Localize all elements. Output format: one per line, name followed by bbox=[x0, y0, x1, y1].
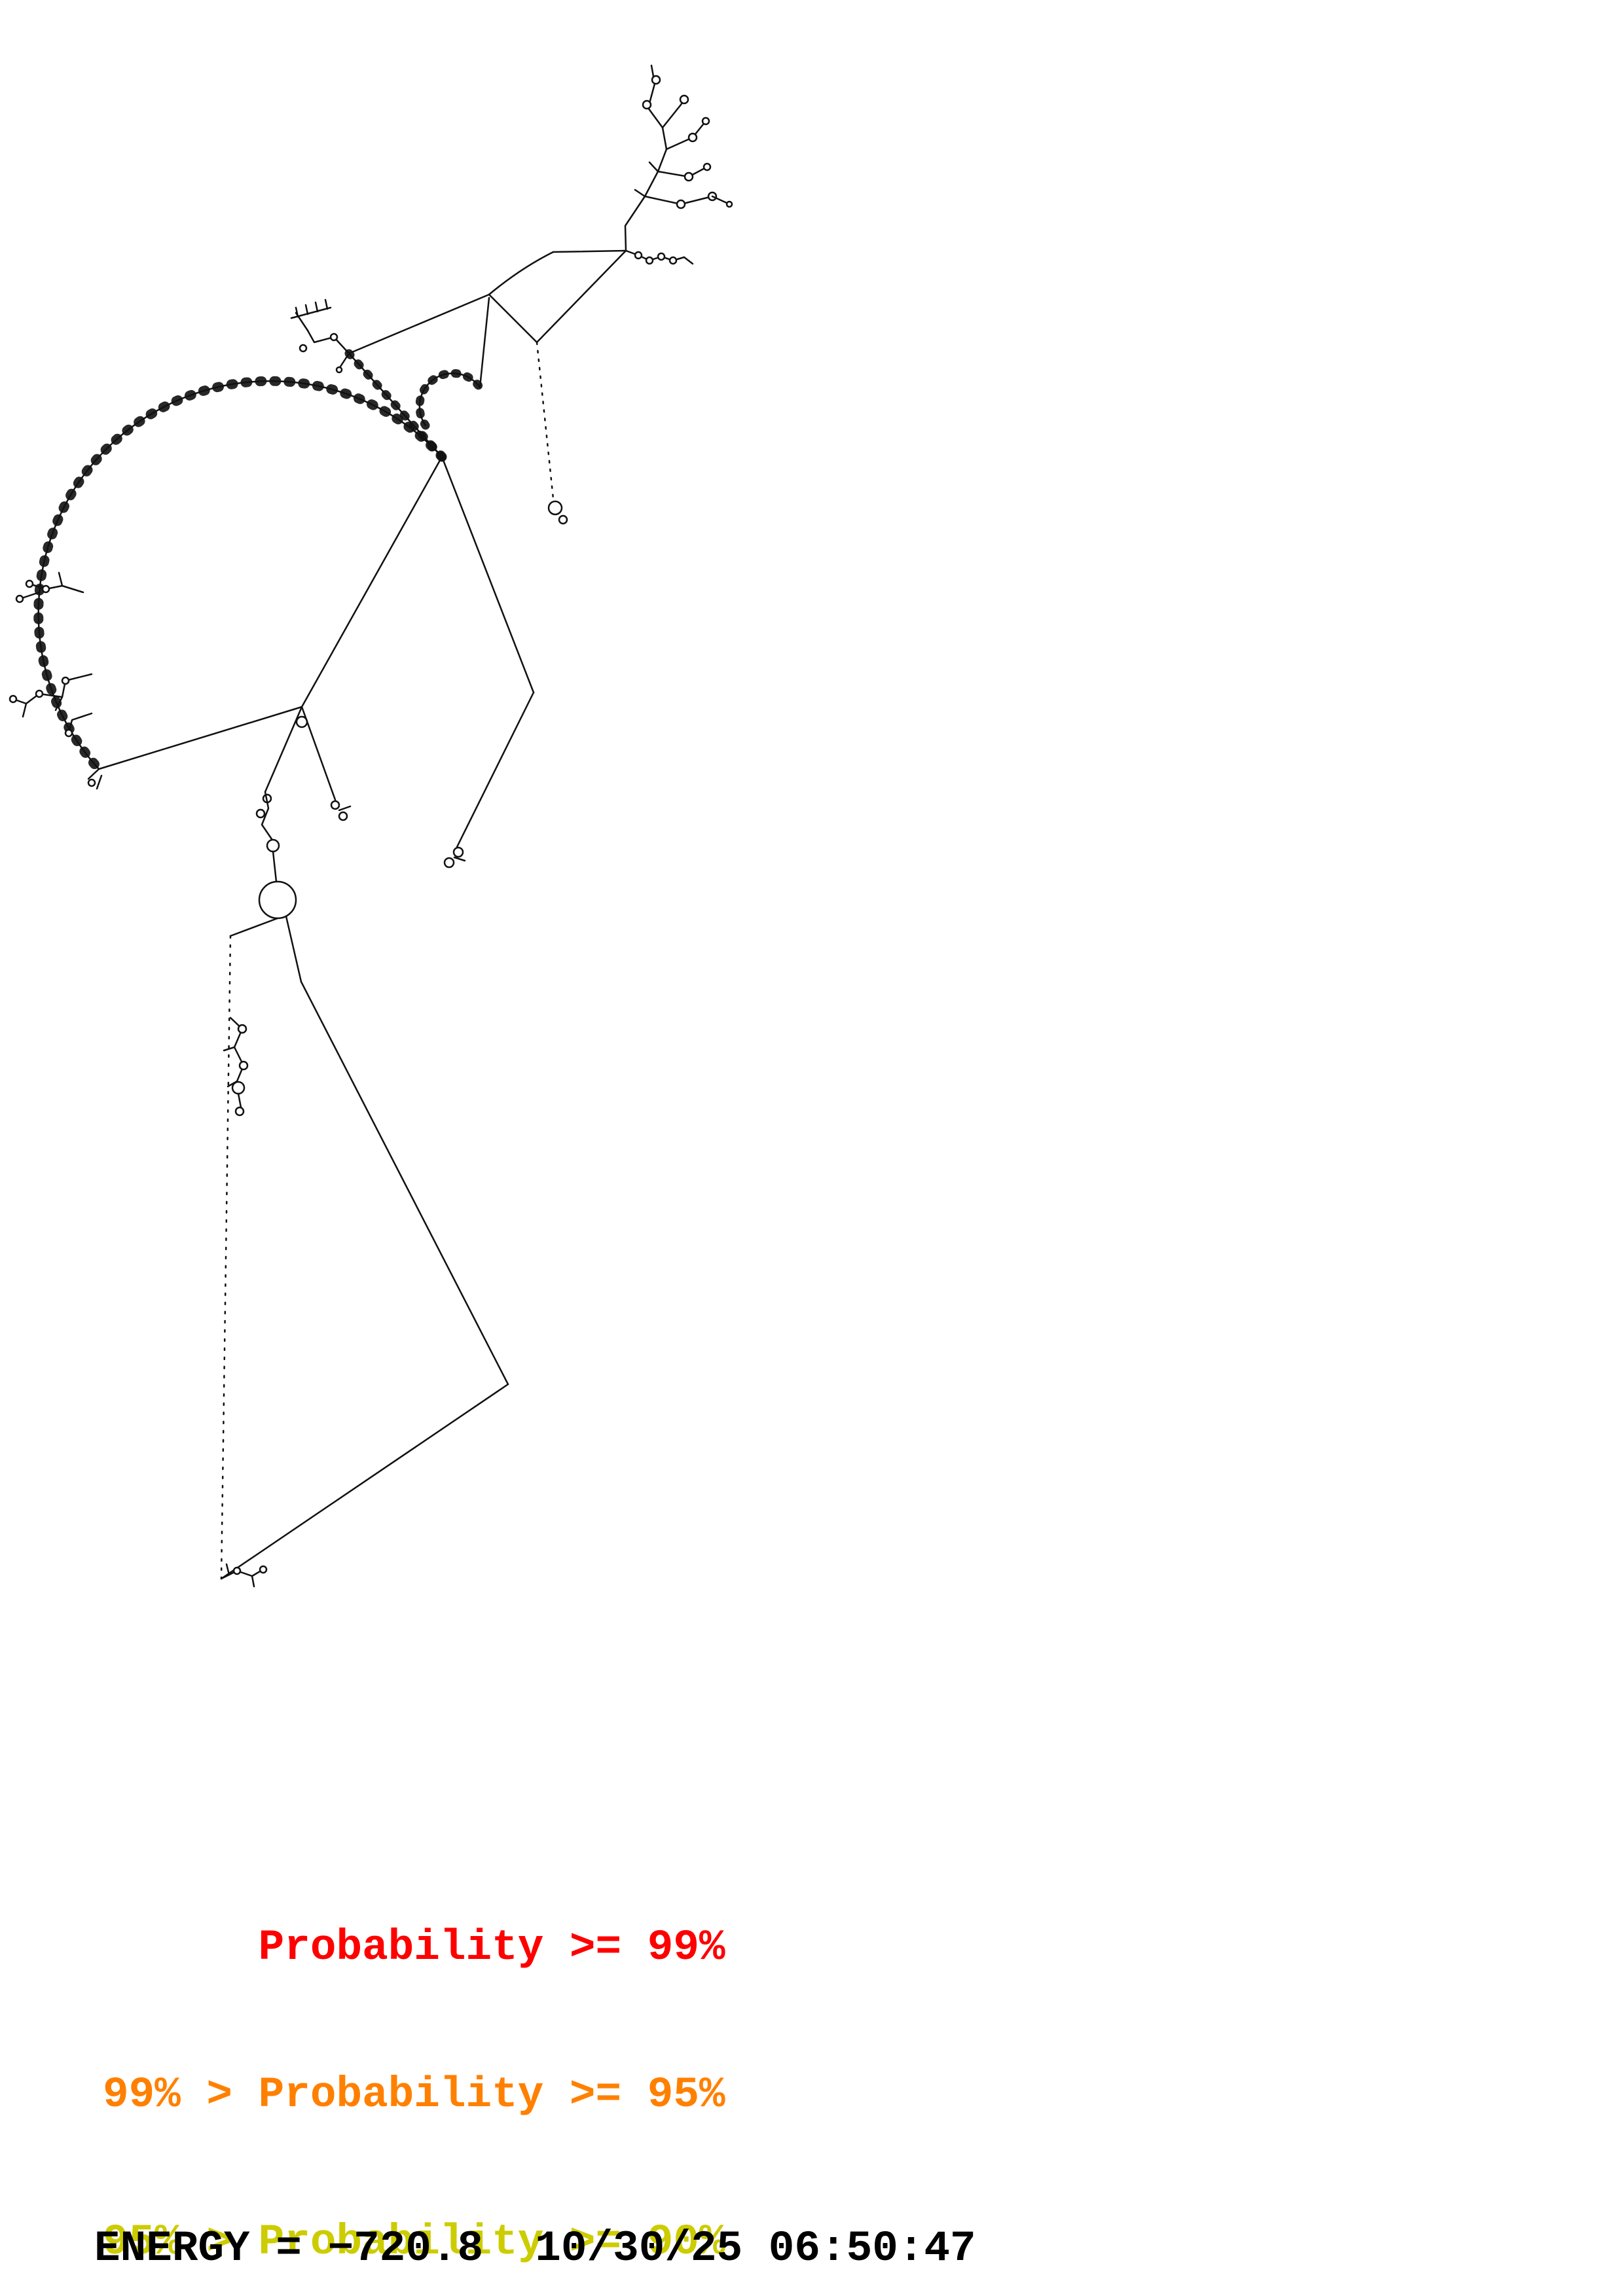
energy-readout: ENERGY = −720.8 10/30/25 06:50:47 bbox=[94, 2224, 976, 2273]
legend-line-99: Probability >= 99% bbox=[103, 1923, 725, 1972]
probability-legend: Probability >= 99% 99% > Probability >= … bbox=[103, 1825, 725, 2296]
legend-line-90: 95% > Probability >= 90% bbox=[103, 2217, 725, 2267]
legend-line-95: 99% > Probability >= 95% bbox=[103, 2070, 725, 2119]
